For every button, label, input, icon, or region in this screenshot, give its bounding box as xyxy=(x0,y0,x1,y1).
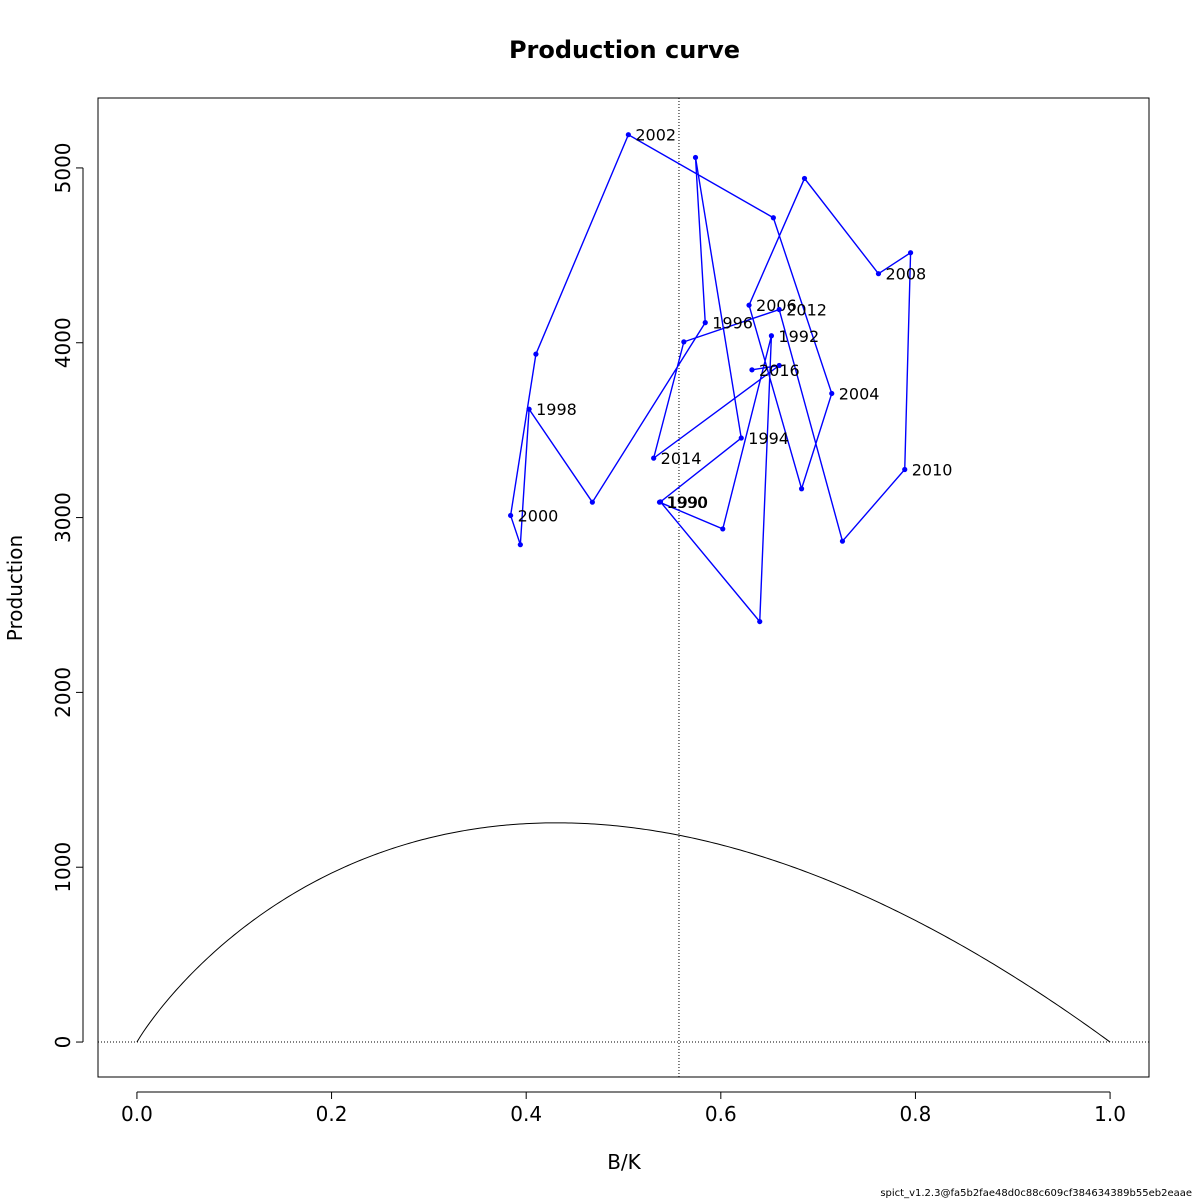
data-point xyxy=(526,406,532,412)
chart-title: Production curve xyxy=(509,36,740,64)
data-point xyxy=(746,302,752,308)
y-tick-label: 5000 xyxy=(51,142,75,193)
y-tick-label: 1000 xyxy=(51,842,75,893)
x-tick-label: 0.4 xyxy=(510,1102,542,1126)
year-label: 2014 xyxy=(661,449,702,468)
data-point xyxy=(829,390,835,397)
x-tick-label: 0.8 xyxy=(900,1102,932,1126)
data-point xyxy=(902,466,908,473)
data-point xyxy=(776,306,782,313)
x-axis-label: B/K xyxy=(607,1150,641,1174)
data-point xyxy=(738,435,744,441)
year-label: 1998 xyxy=(536,400,577,419)
theoretical-production-curve xyxy=(136,822,1111,1043)
year-label: 1996 xyxy=(712,314,753,333)
y-axis: 0 1000 2000 3000 4000 5000 xyxy=(51,142,84,1049)
year-label: 2006 xyxy=(756,296,797,315)
footer-version-text: spict_v1.2.3@fa5b2fae48d0c88c609cf384634… xyxy=(880,1188,1192,1199)
year-label: 2002 xyxy=(635,126,676,145)
data-point xyxy=(651,455,657,461)
data-point xyxy=(839,538,846,544)
plot-frame xyxy=(97,97,1150,1078)
year-label: 2010 xyxy=(912,460,953,479)
data-point xyxy=(776,362,782,369)
year-label: 2004 xyxy=(839,384,880,403)
data-point xyxy=(757,618,763,625)
year-label: 2012 xyxy=(786,301,827,320)
data-point xyxy=(681,339,687,345)
data-point xyxy=(798,486,805,492)
data-point xyxy=(589,499,595,505)
data-point xyxy=(875,271,882,277)
data-point xyxy=(508,512,514,519)
data-point xyxy=(517,542,523,548)
plot-layer: 1990199219901994199619982000200220042006… xyxy=(98,98,1149,1077)
data-point xyxy=(702,320,708,326)
year-label: 2016 xyxy=(759,361,800,380)
data-point xyxy=(720,526,726,532)
x-tick-label: 0.6 xyxy=(705,1102,737,1126)
year-label: 1994 xyxy=(748,429,789,448)
y-tick-label: 4000 xyxy=(51,317,75,368)
trajectory-line xyxy=(509,133,912,624)
year-label: 1992 xyxy=(778,327,819,346)
x-tick-label: 0.0 xyxy=(121,1102,153,1126)
y-axis-label: Production xyxy=(3,535,27,641)
data-point xyxy=(801,175,808,182)
year-label: 1990 xyxy=(667,493,708,512)
data-point xyxy=(770,215,776,221)
data-point xyxy=(749,367,755,373)
x-tick-label: 1.0 xyxy=(1094,1102,1126,1126)
year-label: 2000 xyxy=(518,506,559,525)
y-tick-label: 2000 xyxy=(51,667,75,718)
y-tick-label: 0 xyxy=(51,1036,75,1049)
data-point xyxy=(768,333,775,339)
year-label: 2008 xyxy=(885,265,926,284)
data-point xyxy=(625,132,631,138)
y-tick-label: 3000 xyxy=(51,492,75,543)
x-axis: 0.0 0.2 0.4 0.6 0.8 1.0 xyxy=(121,1091,1126,1126)
data-point xyxy=(657,499,664,505)
year-label: 1990 xyxy=(667,493,708,512)
data-point xyxy=(907,250,914,256)
data-point xyxy=(533,351,539,357)
data-point xyxy=(692,154,699,161)
x-tick-label: 0.2 xyxy=(316,1102,348,1126)
